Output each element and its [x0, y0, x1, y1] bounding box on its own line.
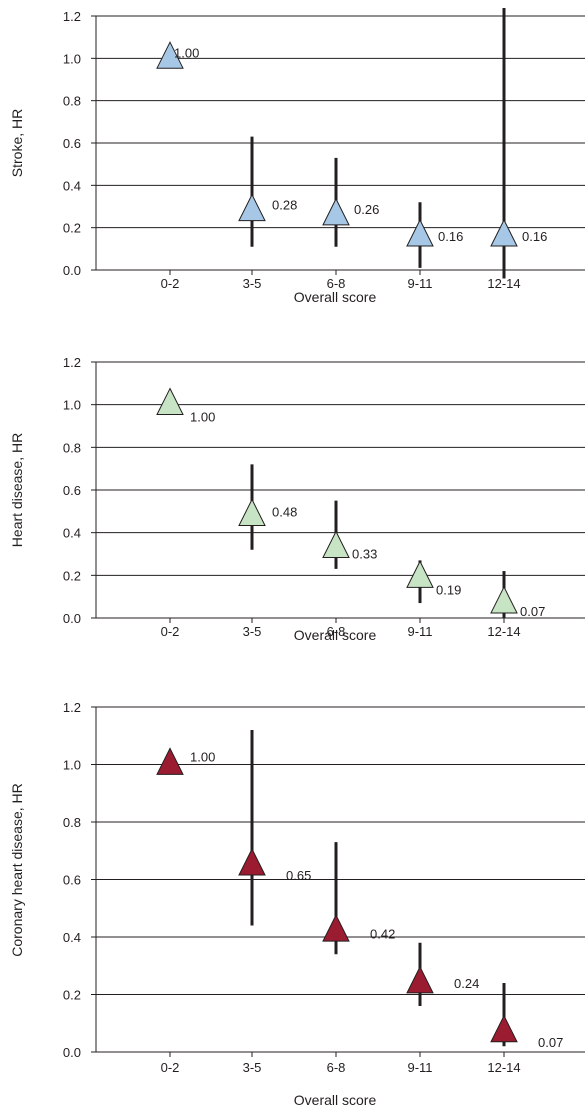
data-label: 0.65: [286, 868, 311, 883]
x-tick-label: 6-8: [327, 276, 346, 291]
x-tick-label: 0-2: [161, 1060, 180, 1075]
x-tick-label: 0-2: [161, 276, 180, 291]
data-label: 0.16: [438, 229, 463, 244]
data-label: 0.24: [454, 976, 479, 991]
coronary-heart-disease-panel: Coronary heart disease, HR Overall score…: [9, 700, 585, 1108]
y-axis-title: Heart disease, HR: [9, 433, 25, 547]
x-tick-label: 12-14: [487, 276, 520, 291]
y-axis-title: Stroke, HR: [9, 109, 25, 177]
y-tick-label: 0.0: [63, 611, 81, 626]
data-label: 0.33: [352, 547, 377, 562]
x-axis-title: Overall score: [294, 289, 377, 305]
data-point-marker: [156, 387, 184, 416]
data-point-marker: [490, 1014, 518, 1043]
y-tick-label: 1.0: [63, 398, 81, 413]
data-point-marker: [322, 197, 350, 226]
y-tick-label: 0.0: [63, 1045, 81, 1060]
data-label: 0.19: [436, 582, 461, 597]
x-tick-label: 9-11: [407, 1060, 432, 1075]
data-label: 0.07: [538, 1035, 563, 1050]
data-label: 0.42: [370, 926, 395, 941]
data-point-marker: [406, 560, 434, 588]
y-tick-label: 1.2: [63, 700, 81, 715]
x-tick-label: 3-5: [243, 624, 262, 639]
data-point-marker: [156, 747, 184, 775]
y-tick-label: 1.2: [63, 355, 81, 370]
y-tick-label: 0.2: [63, 568, 81, 583]
data-point-marker: [406, 218, 434, 247]
x-tick-label: 6-8: [327, 1060, 346, 1075]
y-tick-label: 1.0: [63, 758, 81, 773]
data-label: 1.00: [190, 750, 215, 765]
data-label: 0.28: [272, 198, 297, 213]
y-tick-label: 1.2: [63, 9, 81, 24]
data-label: 0.16: [522, 229, 547, 244]
x-axis-title: Overall score: [294, 1092, 377, 1108]
y-tick-label: 0.2: [63, 221, 81, 236]
data-point-marker: [406, 965, 434, 994]
data-label: 0.26: [354, 202, 379, 217]
y-tick-label: 0.6: [63, 483, 81, 498]
x-tick-label: 6-8: [327, 624, 346, 639]
x-tick-label: 12-14: [487, 1060, 520, 1075]
data-label: 1.00: [174, 45, 199, 60]
data-point-marker: [238, 193, 266, 222]
x-tick-label: 0-2: [161, 624, 180, 639]
y-tick-label: 0.6: [63, 873, 81, 888]
data-point-marker: [156, 41, 184, 69]
x-tick-label: 9-11: [407, 276, 432, 291]
data-point-marker: [322, 914, 350, 942]
y-tick-label: 0.4: [63, 930, 81, 945]
data-point-marker: [490, 585, 518, 614]
y-tick-label: 0.8: [63, 94, 81, 109]
x-tick-label: 12-14: [487, 624, 520, 639]
stroke-panel: Stroke, HR Overall score 0.0 0.2 0.4 0.6 0.8…: [9, 8, 585, 305]
y-tick-label: 0.4: [63, 526, 81, 541]
y-axis-title: Coronary heart disease, HR: [9, 783, 25, 957]
data-point-marker: [238, 498, 266, 526]
data-point-marker: [238, 847, 266, 876]
y-tick-label: 0.6: [63, 136, 81, 151]
y-tick-label: 1.0: [63, 51, 81, 66]
x-tick-label: 3-5: [243, 276, 262, 291]
y-tick-label: 0.4: [63, 178, 81, 193]
heart-disease-panel: Heart disease, HR Overall score 0.0 0.2 0.…: [9, 355, 585, 643]
y-tick-label: 0.2: [63, 988, 81, 1003]
data-label: 0.48: [272, 505, 297, 520]
data-label: 1.00: [190, 410, 215, 425]
x-axis-title: Overall score: [294, 627, 377, 643]
data-point-marker: [490, 218, 518, 247]
y-tick-label: 0.8: [63, 440, 81, 455]
y-tick-label: 0.0: [63, 263, 81, 278]
data-point-marker: [322, 530, 350, 558]
y-tick-label: 0.8: [63, 815, 81, 830]
x-tick-label: 9-11: [407, 624, 432, 639]
data-label: 0.07: [520, 604, 545, 619]
x-tick-label: 3-5: [243, 1060, 262, 1075]
